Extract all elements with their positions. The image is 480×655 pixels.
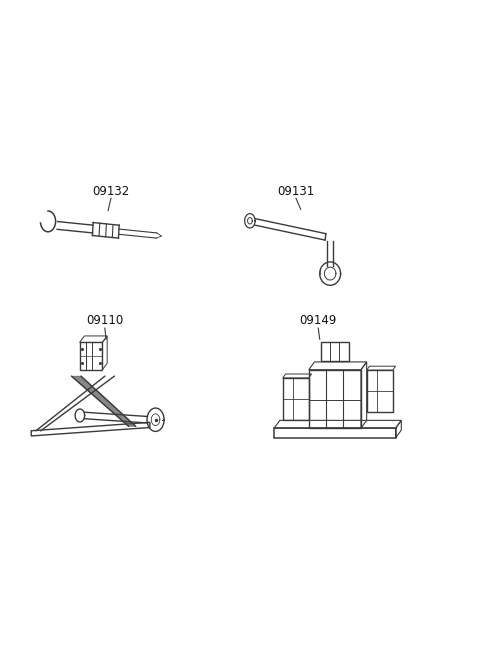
Polygon shape (72, 376, 136, 426)
Bar (80, 343, 102, 369)
Text: 09149: 09149 (300, 314, 337, 328)
Bar (283, 378, 309, 420)
Bar (309, 369, 361, 428)
Bar (274, 428, 396, 438)
Bar (367, 370, 393, 412)
Text: 09110: 09110 (86, 314, 123, 328)
Text: 09132: 09132 (92, 185, 130, 198)
Text: 09131: 09131 (277, 185, 314, 198)
Bar (321, 343, 349, 361)
